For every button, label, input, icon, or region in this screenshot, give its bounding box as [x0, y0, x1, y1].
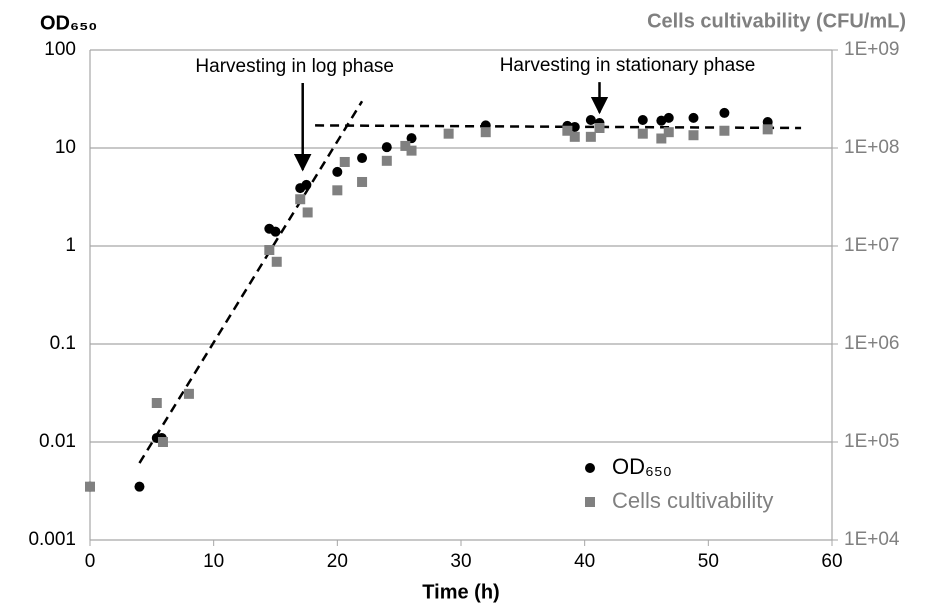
legend-label: OD₆₅₀ — [612, 454, 672, 479]
data-point — [569, 131, 580, 142]
x-tick-label: 0 — [85, 551, 96, 572]
data-point — [381, 142, 392, 153]
y2-tick-label: 1E+09 — [844, 39, 899, 60]
x-tick-label: 50 — [698, 551, 719, 572]
y2-tick-label: 1E+05 — [844, 431, 899, 452]
data-point — [271, 256, 282, 267]
data-point — [443, 128, 454, 139]
legend-label: Cells cultivability — [612, 488, 773, 513]
data-point — [264, 245, 275, 256]
data-point — [400, 140, 411, 151]
data-point — [357, 176, 368, 187]
data-point — [656, 133, 667, 144]
data-point — [85, 481, 95, 492]
data-point — [406, 133, 417, 144]
y-tick-label: 100 — [44, 39, 76, 60]
x-tick-label: 60 — [821, 551, 842, 572]
data-point — [663, 112, 674, 123]
y2-tick-label: 1E+06 — [844, 333, 899, 354]
data-point — [594, 122, 605, 133]
y2-tick-label: 1E+08 — [844, 137, 899, 158]
data-point — [302, 207, 313, 218]
data-point — [270, 226, 281, 237]
y-axis-label: OD₆₅₀ — [40, 12, 97, 34]
y2-axis-label: Cells cultivability (CFU/mL) — [647, 10, 906, 32]
annotation-text: Harvesting in stationary phase — [500, 55, 756, 76]
data-point — [134, 481, 145, 492]
y-tick-label: 0.001 — [28, 529, 76, 550]
y-tick-label: 10 — [55, 137, 76, 158]
data-point — [151, 398, 162, 409]
data-point — [183, 388, 194, 399]
data-point — [719, 107, 730, 118]
data-point — [562, 125, 573, 136]
data-point — [295, 194, 306, 205]
data-point — [719, 125, 730, 136]
data-point — [762, 124, 773, 135]
data-point — [480, 127, 491, 138]
data-point — [332, 166, 343, 177]
data-point — [381, 155, 392, 166]
x-tick-label: 30 — [450, 551, 471, 572]
x-tick-label: 10 — [203, 551, 224, 572]
data-point — [585, 131, 596, 142]
x-axis-label: Time (h) — [422, 581, 499, 603]
data-point — [301, 179, 312, 190]
y2-tick-label: 1E+04 — [844, 529, 900, 550]
data-point — [157, 437, 168, 447]
y-tick-label: 1 — [65, 235, 76, 256]
data-point — [688, 112, 699, 123]
y-tick-label: 0.1 — [50, 333, 76, 354]
data-point — [637, 115, 648, 126]
data-point — [357, 153, 368, 164]
data-point — [585, 115, 596, 126]
y-tick-label: 0.01 — [39, 431, 76, 452]
trend-line — [138, 100, 364, 464]
data-point — [339, 156, 350, 167]
data-point — [406, 145, 417, 156]
annotation-text: Harvesting in log phase — [195, 56, 394, 77]
legend-marker — [585, 497, 595, 507]
data-point — [637, 128, 648, 139]
data-point — [688, 130, 699, 141]
data-point — [332, 185, 343, 196]
x-tick-label: 20 — [327, 551, 348, 572]
legend-marker — [585, 463, 595, 473]
y2-tick-label: 1E+07 — [844, 235, 899, 256]
x-tick-label: 40 — [574, 551, 595, 572]
data-point — [663, 127, 674, 138]
